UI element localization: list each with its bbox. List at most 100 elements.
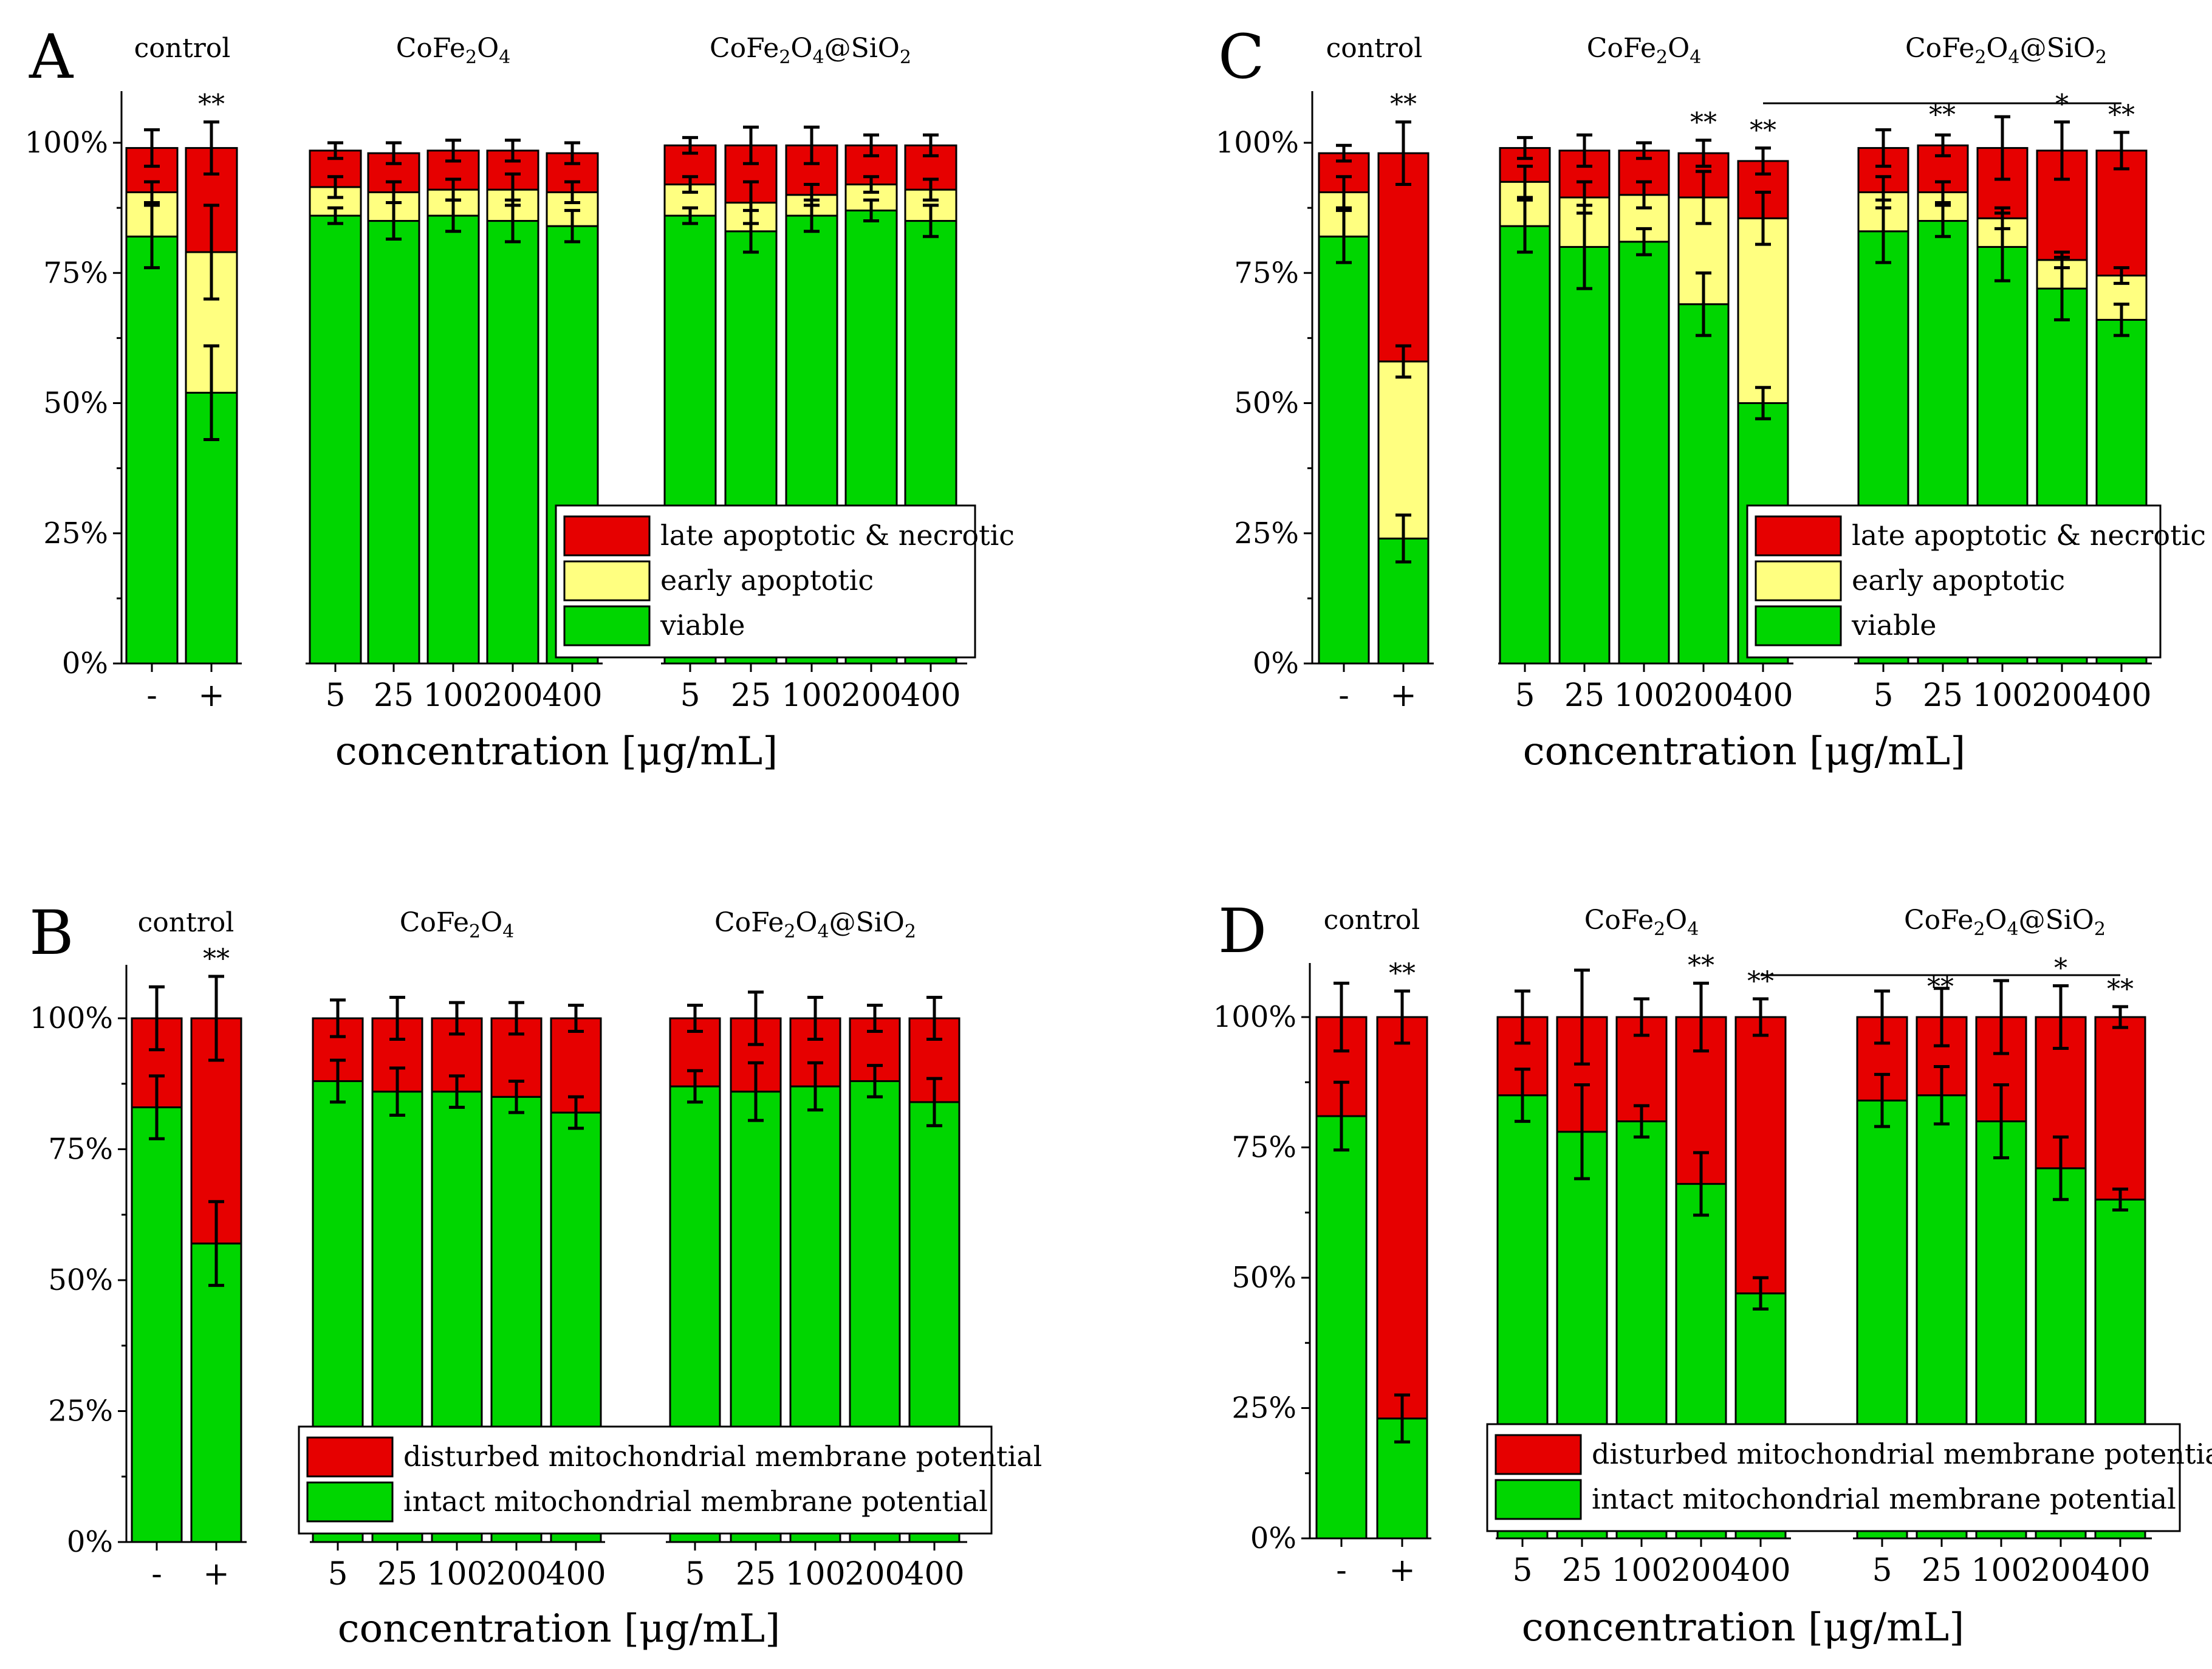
error-bar xyxy=(389,1066,405,1117)
legend-label: viable xyxy=(1851,609,1937,642)
error-bar xyxy=(1993,979,2009,1055)
bar-segment-viable xyxy=(367,220,420,665)
bar-stack xyxy=(1677,139,1730,665)
y-tick-label: 0% xyxy=(62,646,108,680)
bar-segment-viable xyxy=(1618,241,1670,665)
panel-letter: C xyxy=(1218,21,1265,92)
error-bar xyxy=(1755,146,1771,176)
error-bar xyxy=(1755,386,1771,420)
bar-segment-late-apoptotic-necrotic xyxy=(2095,149,2148,277)
error-bar xyxy=(863,175,879,194)
error-bar xyxy=(327,206,343,225)
error-bar xyxy=(926,996,942,1041)
group-label: control xyxy=(1324,905,1420,936)
bar-stack xyxy=(131,985,183,1543)
x-tick-label: 5 xyxy=(1512,1552,1532,1589)
legend-swatch xyxy=(306,1436,394,1478)
group-label: CoFe2O4 xyxy=(1587,33,1702,68)
group-label-subscript: 2 xyxy=(900,47,911,68)
significance-label: ** xyxy=(198,89,225,120)
bar-stack xyxy=(1376,989,1428,1540)
group-label-part: CoFe xyxy=(1584,905,1654,936)
y-tick-label: 100% xyxy=(30,1001,113,1035)
error-bar xyxy=(687,1069,703,1104)
error-bar xyxy=(208,1200,224,1287)
significance-label: ** xyxy=(203,944,230,975)
group-label-part: O xyxy=(1985,905,2007,936)
legend-swatch xyxy=(563,605,651,646)
error-bar xyxy=(1993,1083,2009,1160)
error-bar xyxy=(1875,175,1891,210)
error-bar xyxy=(389,996,405,1041)
bar-stack xyxy=(1315,981,1368,1540)
bar-stack xyxy=(1318,143,1370,665)
group-label-part: O xyxy=(790,33,812,64)
x-tick-label: 400 xyxy=(904,1556,964,1592)
error-bar xyxy=(1995,206,2010,230)
error-bar xyxy=(2114,303,2129,337)
legend-swatch xyxy=(563,515,651,557)
x-tick-label: 400 xyxy=(1733,677,1793,714)
group-label-part: CoFe xyxy=(1587,33,1656,64)
legend-swatch xyxy=(1755,605,1842,646)
x-tick-label: 25 xyxy=(1922,1552,1962,1589)
bar-stack xyxy=(185,120,238,665)
error-bar xyxy=(1574,1083,1590,1181)
bar-segment-viable xyxy=(1318,235,1370,665)
group-label-subscript: 4 xyxy=(818,921,829,942)
group-label-subscript: 4 xyxy=(813,47,824,68)
group-label-subscript: 2 xyxy=(779,47,790,68)
error-bar xyxy=(2054,250,2070,270)
x-tick-label: 100 xyxy=(423,677,483,714)
group-label: control xyxy=(134,33,231,64)
legend-box xyxy=(1486,1423,2181,1532)
error-bar xyxy=(505,139,521,163)
y-tick-label: 75% xyxy=(43,256,108,290)
x-tick-label: 400 xyxy=(542,677,602,714)
error-bar xyxy=(449,1074,465,1109)
legend: disturbed mitochondrial membrane potenti… xyxy=(1486,1423,2212,1532)
error-bar xyxy=(1634,997,1649,1037)
bar-segment-viable xyxy=(1558,245,1611,665)
error-bar xyxy=(2112,1187,2128,1211)
y-tick-label: 25% xyxy=(1231,1391,1296,1425)
x-tick-label: 25 xyxy=(374,677,414,714)
group-label-part: CoFe xyxy=(710,33,779,64)
error-bar xyxy=(1875,128,1891,168)
bar-stack xyxy=(1618,141,1670,665)
error-bar xyxy=(204,344,219,441)
error-bar xyxy=(508,1079,524,1114)
error-bar xyxy=(1874,989,1890,1045)
bar-segment-intact-mitochondrial-membrane-potential xyxy=(1315,1115,1368,1540)
legend-label: disturbed mitochondrial membrane potenti… xyxy=(1592,1438,2212,1470)
error-bar xyxy=(445,139,461,163)
group-label-part: @SiO xyxy=(829,907,905,938)
group-label: CoFe2O4@SiO2 xyxy=(714,907,916,942)
error-bar xyxy=(807,1061,823,1112)
error-bar xyxy=(1693,981,1709,1053)
bar-segment-viable xyxy=(486,220,539,665)
legend-swatch xyxy=(1755,560,1842,601)
legend-label: disturbed mitochondrial membrane potenti… xyxy=(403,1440,1042,1473)
error-bar xyxy=(1577,133,1592,168)
error-bar xyxy=(1636,141,1652,160)
group-label-part: CoFe xyxy=(1904,905,1973,936)
group-label-subscript: 2 xyxy=(1654,919,1665,940)
y-tick-label: 50% xyxy=(1231,1261,1296,1295)
y-tick-label: 25% xyxy=(43,516,108,550)
error-bar xyxy=(1935,133,1951,157)
x-tick-label: 5 xyxy=(1872,1552,1892,1589)
error-bar xyxy=(1395,344,1411,379)
error-bar xyxy=(1334,1080,1349,1152)
significance-label: ** xyxy=(1747,966,1774,997)
significance-label: ** xyxy=(1688,950,1714,981)
legend-label: late apoptotic & necrotic xyxy=(1852,519,2206,552)
y-tick-label: 50% xyxy=(48,1263,113,1297)
error-bar xyxy=(1934,1065,1950,1126)
legend: disturbed mitochondrial membrane potenti… xyxy=(298,1425,1042,1535)
error-bar xyxy=(144,128,160,168)
group-label: CoFe2O4@SiO2 xyxy=(710,33,911,68)
y-tick-label: 50% xyxy=(1234,386,1299,420)
x-axis-label: concentration [μg/mL] xyxy=(1522,1605,1965,1650)
